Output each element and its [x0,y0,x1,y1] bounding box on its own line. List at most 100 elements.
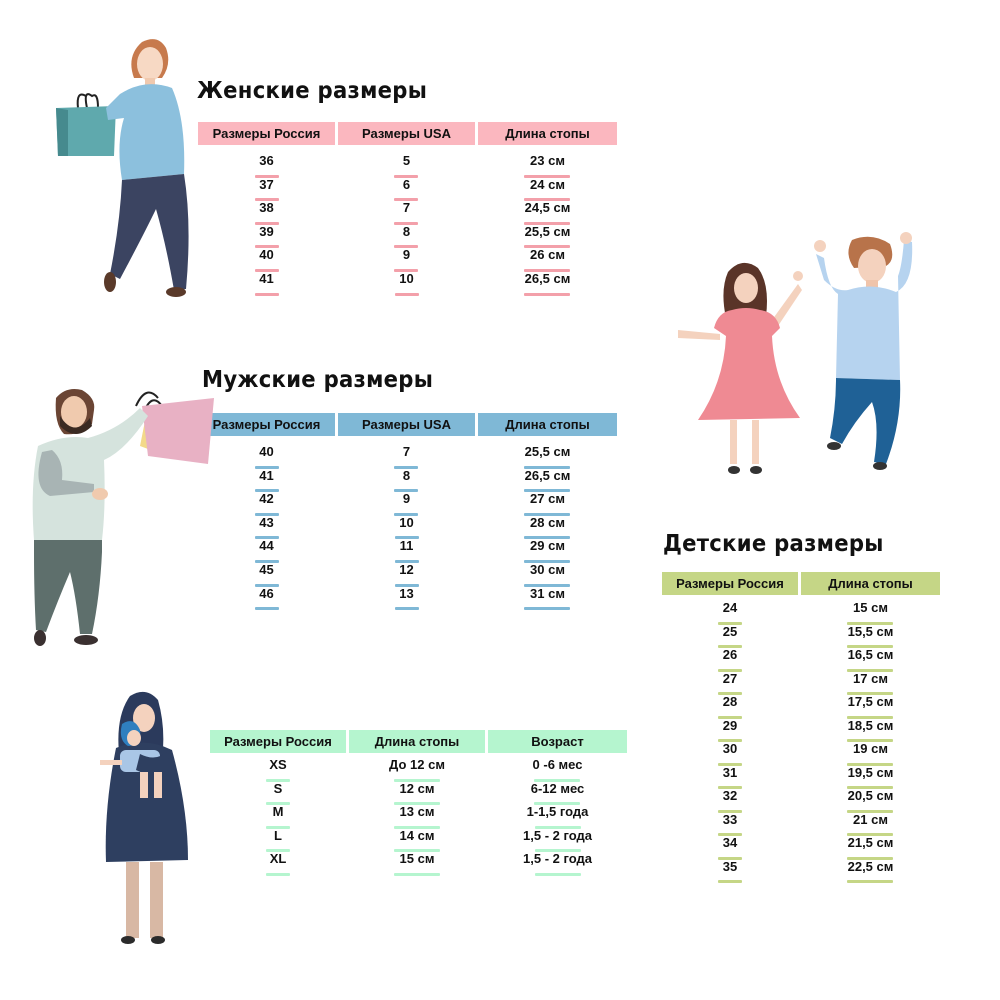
table-body: 40 7 25,5 см 41 8 26,5 см 42 9 27 см 43 10 28 см 44 1… [198,440,617,605]
cell-value: 41 [258,464,274,488]
cell-value: 15 см [852,596,889,620]
table-row: 25 15,5 см [662,620,940,644]
table-cell: 31 [662,761,798,785]
table-row: XS До 12 см 0 -6 мес [210,753,627,777]
cell-value: 10 [398,511,414,535]
cell-value: 42 [258,487,274,511]
table-row: 28 17,5 см [662,690,940,714]
table-cell: 37 [198,173,335,197]
cell-value: 33 [722,808,738,832]
cell-value: 24 [722,596,738,620]
cell-value: 6 [402,173,411,197]
table-cell: 41 [198,267,335,291]
table-cell: XL [210,847,346,871]
table-body: 24 15 см 25 15,5 см 26 16,5 см 27 17 см 28 17,5 с… [662,596,940,878]
woman-shopping-illustration [56,39,189,297]
kids-size-table: Размеры Россия Длина стопы 24 15 см 25 15,5… [662,572,940,878]
cell-value: 37 [258,173,274,197]
table-row: 40 9 26 см [198,243,617,267]
table-cell: 40 [198,440,335,464]
table-row: 42 9 27 см [198,487,617,511]
table-row: XL 15 см 1,5 - 2 года [210,847,627,871]
table-body: XS До 12 см 0 -6 мес S 12 см 6-12 мес M 13 см 1-… [210,753,627,871]
table-cell: До 12 см [349,753,485,777]
table-cell: 33 [662,808,798,832]
cell-value: 44 [258,534,274,558]
table-row: 31 19,5 см [662,761,940,785]
kids-playing-illustration [678,232,913,474]
table-cell: 21,5 см [801,831,940,855]
header-age: Возраст [488,730,627,753]
cell-value: 1,5 - 2 года [522,824,593,848]
table-cell: 40 [198,243,335,267]
table-cell: 10 [338,267,475,291]
table-header: Размеры Россия Размеры USA Длина стопы [198,413,617,436]
table-row: 39 8 25,5 см [198,220,617,244]
table-cell: 21 см [801,808,940,832]
cell-value: 11 [399,534,415,558]
table-row: 36 5 23 см [198,149,617,173]
table-cell: 24 см [478,173,617,197]
cell-value: 34 [722,831,738,855]
kids-section-title: Детские размеры [663,531,884,557]
header-russia: Размеры Россия [198,413,335,436]
table-cell: 7 [338,440,475,464]
table-cell: M [210,800,346,824]
table-cell: 18,5 см [801,714,940,738]
cell-value: 45 [258,558,274,582]
table-cell: 23 см [478,149,617,173]
table-cell: 20,5 см [801,784,940,808]
cell-value: 31 см [529,582,566,606]
header-russia: Размеры Россия [210,730,346,753]
cell-value: 17 см [852,667,889,691]
cell-value: 35 [722,855,738,879]
table-cell: 41 [198,464,335,488]
table-cell: XS [210,753,346,777]
cell-value: 15 см [399,847,436,871]
table-cell: 12 см [349,777,485,801]
header-russia: Размеры Россия [198,122,335,145]
cell-value: До 12 см [388,753,446,777]
table-row: 33 21 см [662,808,940,832]
table-cell: 8 [338,464,475,488]
table-row: 37 6 24 см [198,173,617,197]
header-usa: Размеры USA [338,413,475,436]
table-row: 30 19 см [662,737,940,761]
table-row: 34 21,5 см [662,831,940,855]
cell-value: 15,5 см [847,620,895,644]
table-row: S 12 см 6-12 мес [210,777,627,801]
cell-value: 0 -6 мес [532,753,584,777]
table-cell: 10 [338,511,475,535]
table-cell: 13 см [349,800,485,824]
header-foot-length: Длина стопы [478,413,617,436]
cell-value: M [272,800,285,824]
table-cell: 22,5 см [801,855,940,879]
cell-value: 46 [258,582,274,606]
header-foot-length: Длина стопы [349,730,485,753]
women-size-table: Размеры Россия Размеры USA Длина стопы 3… [198,122,617,291]
table-cell: 12 [338,558,475,582]
table-row: 27 17 см [662,667,940,691]
cell-value: 24,5 см [524,196,572,220]
table-cell: 5 [338,149,475,173]
table-cell: 45 [198,558,335,582]
table-cell: 38 [198,196,335,220]
cell-value: 13 см [399,800,436,824]
cell-value: 7 [402,440,411,464]
table-cell: 35 [662,855,798,879]
table-cell: 28 [662,690,798,714]
cell-value: 29 см [529,534,566,558]
table-cell: 26 см [478,243,617,267]
table-cell: 26,5 см [478,267,617,291]
cell-value: 16,5 см [847,643,895,667]
table-cell: 30 см [478,558,617,582]
cell-value: 5 [402,149,411,173]
table-cell: 46 [198,582,335,606]
table-cell: 32 [662,784,798,808]
cell-value: 25 [722,620,738,644]
header-foot-length: Длина стопы [478,122,617,145]
cell-value: 9 [402,243,411,267]
table-row: 41 8 26,5 см [198,464,617,488]
header-usa: Размеры USA [338,122,475,145]
cell-value: 41 [258,267,274,291]
